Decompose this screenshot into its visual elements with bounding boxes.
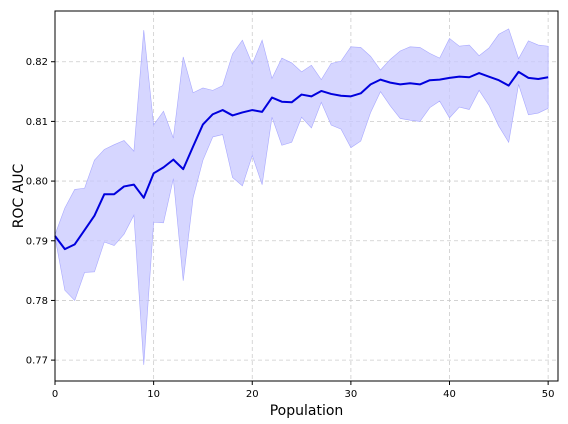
x-tick-label: 0	[52, 389, 58, 400]
y-tick-label: 0.79	[26, 236, 48, 247]
y-tick-label: 0.78	[26, 296, 48, 307]
y-tick-label: 0.80	[26, 177, 48, 188]
x-axis-label: Population	[270, 403, 344, 419]
mean-line	[54, 70, 549, 251]
y-axis-label: ROC AUC	[11, 163, 27, 228]
y-tick-label: 0.81	[26, 117, 48, 128]
x-tick-label: 20	[246, 389, 259, 400]
x-tick-label: 50	[542, 389, 555, 400]
x-tick-label: 40	[443, 389, 456, 400]
y-tick-label: 0.82	[26, 57, 48, 68]
confidence-band	[54, 28, 549, 365]
plot-frame	[54, 10, 559, 382]
x-axis: 0 10 20 30 40 50	[52, 381, 555, 400]
y-tick-label: 0.77	[26, 356, 48, 367]
y-axis: 0.77 0.78 0.79 0.80 0.81 0.82	[26, 57, 55, 367]
x-tick-label: 10	[147, 389, 160, 400]
x-tick-label: 30	[345, 389, 358, 400]
